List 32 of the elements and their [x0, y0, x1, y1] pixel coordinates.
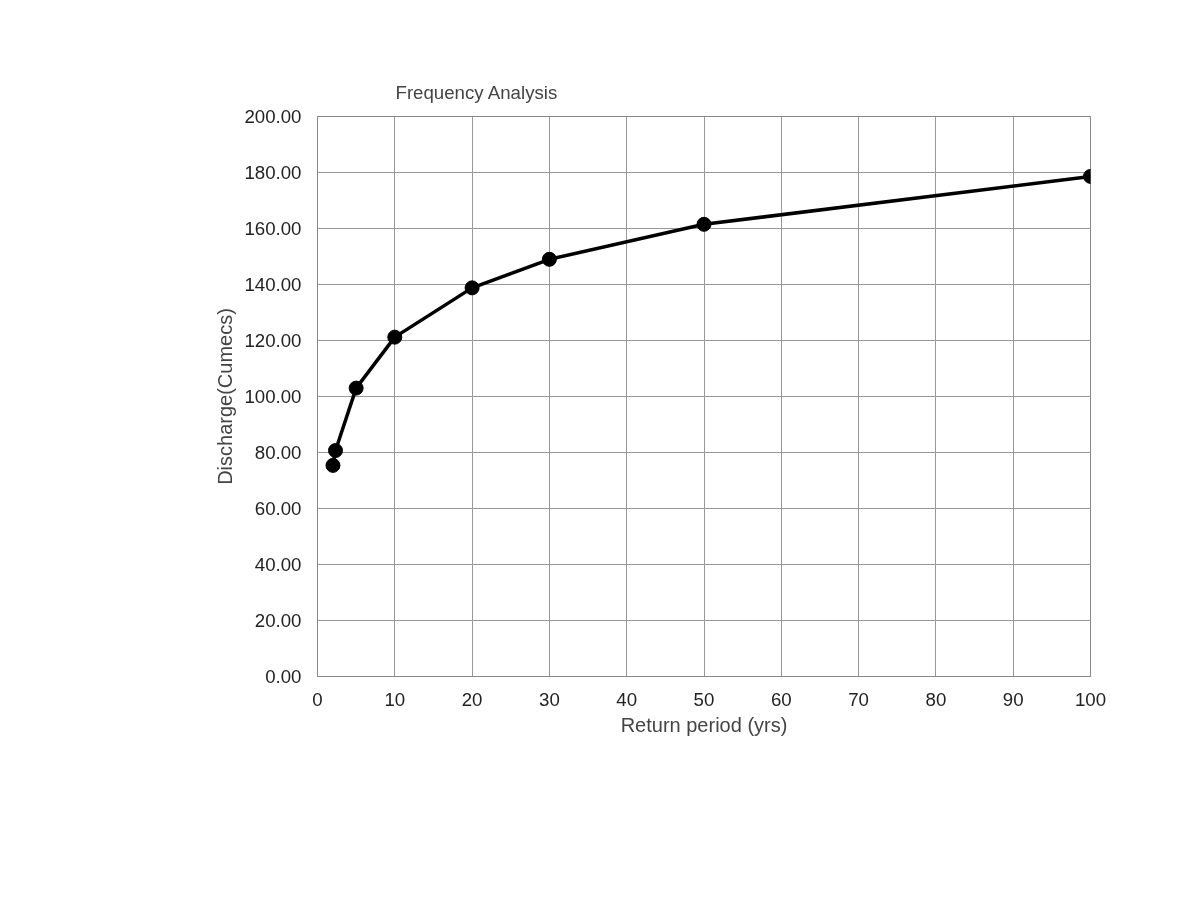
y-tick-label: 60.00 [254, 498, 302, 519]
x-axis-title: Return period (yrs) [620, 713, 788, 736]
x-tick-label: 100 [1074, 688, 1107, 710]
point [541, 251, 557, 267]
y-tick-label: 120.00 [244, 330, 302, 351]
point [464, 280, 480, 296]
x-tick-label: 60 [770, 688, 792, 710]
x-tick-label: 40 [616, 688, 638, 710]
x-tick-label: 30 [539, 688, 560, 710]
y-tick-label: 20.00 [254, 610, 302, 631]
y-tick-label: 80.00 [254, 442, 302, 463]
y-tick-label: 0.00 [265, 666, 302, 687]
point [387, 329, 403, 345]
x-tick-label: 50 [693, 688, 715, 710]
point [325, 457, 341, 473]
y-tick-label: 100.00 [244, 386, 302, 407]
x-tick-label: 20 [461, 688, 483, 710]
point [328, 443, 344, 459]
y-tick-label: 200.00 [244, 106, 302, 127]
x-tick-label: 70 [848, 688, 869, 710]
x-tick-label: 90 [1002, 688, 1024, 710]
y-tick-label: 180.00 [244, 162, 302, 183]
y-tick-label: 140.00 [244, 274, 302, 295]
y-tick-label: 160.00 [244, 218, 302, 239]
x-tick-label: 80 [925, 688, 947, 710]
y-axis-title: Discharge(Cumecs) [214, 308, 237, 485]
y-tick-label: 40.00 [254, 554, 302, 575]
x-tick-label: 0 [312, 688, 323, 710]
point [696, 216, 712, 232]
chart-title: Frequency Analysis [395, 81, 558, 103]
x-tick-label: 10 [384, 688, 406, 710]
point [348, 380, 364, 396]
